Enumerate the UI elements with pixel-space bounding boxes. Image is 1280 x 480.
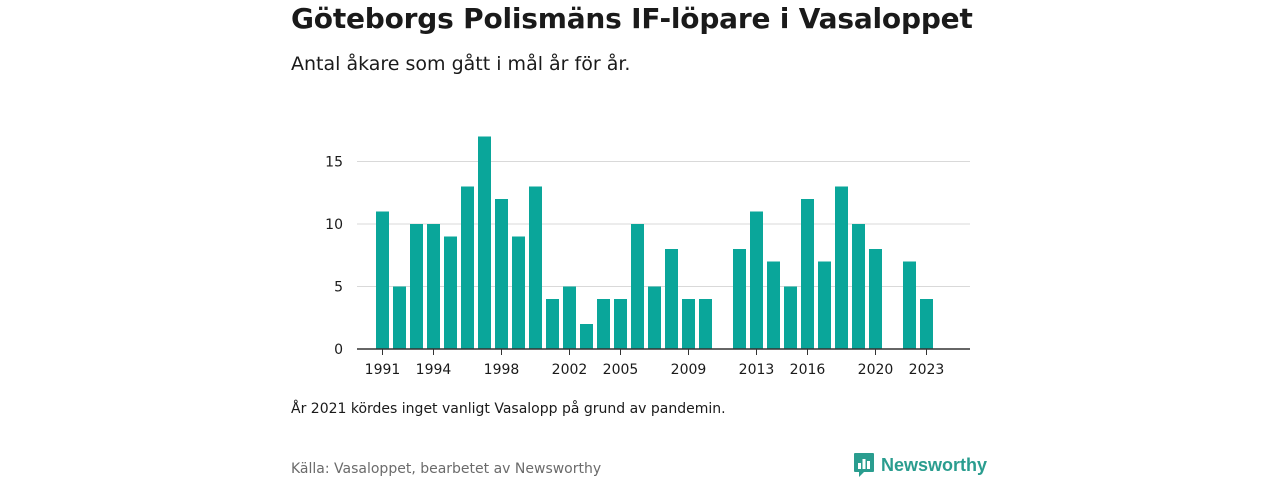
bar-1997 (478, 136, 491, 349)
bar-1999 (512, 236, 525, 349)
x-tick-label: 2023 (909, 362, 945, 378)
brand-name: Newsworthy (881, 454, 988, 475)
bar-2017 (818, 261, 831, 349)
x-tick-label: 2013 (739, 362, 775, 378)
x-tick-label: 1991 (365, 362, 401, 378)
bar-2018 (835, 186, 848, 349)
bar-2010 (699, 299, 712, 349)
y-tick-label: 10 (325, 217, 343, 233)
bar-2007 (648, 286, 661, 349)
newsworthy-logo-icon (854, 453, 874, 477)
bar-2012 (733, 249, 746, 349)
bar-2019 (852, 224, 865, 349)
bar-2014 (767, 261, 780, 349)
bar-2016 (801, 199, 814, 349)
y-axis-ticks: 0 5 10 15 (325, 155, 343, 359)
bars (376, 136, 933, 349)
x-tick-label: 2009 (671, 362, 707, 378)
bar-2003 (580, 324, 593, 349)
bar-1993 (410, 224, 423, 349)
bar-1996 (461, 186, 474, 349)
x-tick-label: 1998 (484, 362, 520, 378)
bar-1995 (444, 236, 457, 349)
bar-2015 (784, 286, 797, 349)
bar-2006 (631, 224, 644, 349)
bar-2009 (682, 299, 695, 349)
x-tick-label: 1994 (416, 362, 452, 378)
bar-2005 (614, 299, 627, 349)
x-tick-label: 2020 (858, 362, 894, 378)
bar-1998 (495, 199, 508, 349)
bar-2000 (529, 186, 542, 349)
bar-1994 (427, 224, 440, 349)
x-axis-ticks: 1991 1994 1998 2002 2005 2009 2013 2016 2020 2023 (365, 349, 945, 378)
y-tick-label: 5 (334, 280, 343, 296)
x-tick-label: 2016 (790, 362, 826, 378)
chart-title: Göteborgs Polismäns IF-löpare i Vasalopp… (291, 2, 973, 35)
footnote: År 2021 kördes inget vanligt Vasalopp på… (291, 401, 726, 417)
bar-2004 (597, 299, 610, 349)
bar-2022 (903, 261, 916, 349)
bar-2013 (750, 211, 763, 349)
brand-logo: Newsworthy (853, 452, 987, 478)
source-text: Källa: Vasaloppet, bearbetet av Newswort… (291, 461, 602, 477)
bar-2001 (546, 299, 559, 349)
bar-2020 (869, 249, 882, 349)
bar-1992 (393, 286, 406, 349)
chart-container: Göteborgs Polismäns IF-löpare i Vasalopp… (291, 0, 991, 480)
bar-2023 (920, 299, 933, 349)
y-tick-label: 0 (334, 342, 343, 358)
x-tick-label: 2002 (552, 362, 588, 378)
chart-subtitle: Antal åkare som gått i mål år för år. (291, 53, 631, 75)
gridlines (357, 161, 970, 287)
x-tick-label: 2005 (603, 362, 639, 378)
bar-chart: 0 5 10 15 1991 1994 1998 2002 2005 2009 2013 2016 2… (325, 136, 970, 378)
bar-2008 (665, 249, 678, 349)
bar-2002 (563, 286, 576, 349)
bar-1991 (376, 211, 389, 349)
y-tick-label: 15 (325, 155, 343, 171)
